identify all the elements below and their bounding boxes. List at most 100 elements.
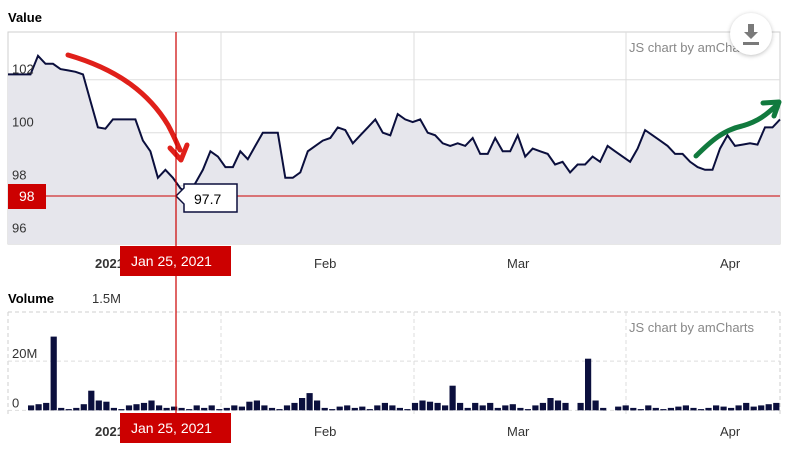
- volume-panel-title: Volume: [8, 291, 54, 306]
- volume-bar: [110, 407, 117, 411]
- volume-bar: [344, 405, 351, 411]
- download-icon: [743, 24, 759, 45]
- volume-bar: [517, 407, 524, 411]
- volume-bar: [283, 405, 291, 411]
- value-plot[interactable]: 96 98 100 102 JS chart by amCharts: [7, 31, 781, 245]
- volume-credit-label[interactable]: JS chart by amCharts: [629, 320, 754, 335]
- volume-bar: [336, 406, 343, 411]
- volume-bar: [547, 398, 554, 411]
- volume-bar: [411, 402, 419, 411]
- volume-bar: [238, 406, 245, 411]
- value-y-tick-label: 100: [12, 115, 34, 130]
- volume-bar: [743, 402, 750, 411]
- volume-bar: [148, 400, 155, 411]
- volume-bar: [178, 407, 185, 411]
- x-label-feb: Feb: [314, 256, 336, 271]
- volume-y-tick-label: 20M: [12, 346, 37, 361]
- volume-grid: [7, 311, 781, 414]
- value-y-tick-label: 98: [12, 168, 26, 183]
- volume-bar: [434, 402, 441, 411]
- volume-y-axis-ticks: 0 20M: [12, 346, 37, 410]
- volume-bar: [750, 406, 757, 411]
- volume-bar: [539, 402, 546, 411]
- volume-bar: [231, 405, 238, 411]
- volume-bar: [464, 407, 471, 411]
- volume-plot[interactable]: 0 20M JS chart by amCharts: [7, 311, 781, 414]
- volume-bar: [652, 407, 659, 411]
- volume-bar: [758, 405, 765, 411]
- volume-bar: [28, 405, 35, 411]
- volume-bar: [442, 405, 449, 411]
- cursor-y-label: 98: [19, 188, 35, 204]
- volume-bar: [208, 405, 215, 411]
- volume-bar: [216, 409, 223, 411]
- volume-bar: [35, 404, 42, 411]
- volume-bar: [186, 409, 193, 411]
- volume-bar: [735, 405, 742, 411]
- volume-bar: [509, 404, 516, 411]
- value-series-line: [8, 53, 781, 195]
- volume-bar: [133, 404, 140, 411]
- cursor-date-text-top: Jan 25, 2021: [131, 253, 212, 269]
- download-button[interactable]: [730, 13, 772, 55]
- green-up-arrow: [693, 99, 782, 159]
- tooltip-value: 97.7: [194, 191, 221, 207]
- volume-bar: [404, 409, 411, 411]
- volume-bar: [50, 336, 57, 411]
- volume-bar: [268, 407, 276, 411]
- volume-bar: [65, 409, 72, 411]
- volume-bar: [524, 409, 531, 411]
- volume-bar: [103, 401, 110, 411]
- volume-bar: [645, 405, 652, 411]
- x-label-apr: Apr: [720, 256, 741, 271]
- volume-bar: [765, 404, 772, 411]
- cursor-date-label-bottom: Jan 25, 2021: [120, 413, 231, 443]
- volume-bar: [419, 400, 426, 411]
- volume-bar: [95, 400, 102, 411]
- volume-bar: [43, 402, 50, 411]
- volume-bar: [667, 407, 674, 411]
- value-credit-label[interactable]: JS chart by amCharts: [629, 40, 754, 55]
- volume-x-axis-labels: 2021 Feb Mar Apr: [95, 424, 741, 439]
- value-y-tick-label: 96: [12, 221, 26, 236]
- volume-bar: [389, 405, 396, 411]
- volume-bar: [705, 407, 712, 411]
- cursor-y-label-box: [8, 184, 46, 209]
- value-x-axis-labels: 2021 Feb Mar Apr: [95, 256, 741, 271]
- volume-bar: [600, 407, 607, 411]
- volume-bar: [720, 406, 727, 411]
- volume-bar: [713, 405, 720, 411]
- volume-bar: [449, 385, 456, 411]
- volume-bar: [253, 400, 260, 411]
- volume-bar: [502, 405, 509, 411]
- volume-bar: [73, 407, 80, 411]
- volume-reading: 1.5M: [92, 291, 121, 306]
- x-label-feb-volume: Feb: [314, 424, 336, 439]
- volume-bar: [299, 398, 306, 411]
- value-tooltip: 97.7: [174, 183, 238, 213]
- volume-bar: [140, 402, 148, 411]
- volume-bar: [675, 406, 682, 411]
- volume-bar: [728, 407, 735, 411]
- volume-bar: [366, 409, 373, 411]
- value-y-tick-label: 102: [12, 62, 34, 77]
- x-label-mar: Mar: [507, 256, 530, 271]
- volume-bar: [125, 405, 133, 411]
- volume-bar: [585, 358, 592, 411]
- volume-bar: [118, 409, 125, 411]
- volume-bar: [261, 405, 268, 411]
- volume-bar: [592, 400, 599, 411]
- value-y-axis-ticks: 96 98 100 102: [12, 62, 34, 236]
- x-label-apr-volume: Apr: [720, 424, 741, 439]
- x-label-mar-volume: Mar: [507, 424, 530, 439]
- volume-bar: [163, 407, 170, 411]
- volume-bar: [223, 407, 230, 411]
- volume-bar: [276, 409, 283, 411]
- volume-bar: [359, 406, 366, 411]
- volume-bar: [532, 405, 539, 411]
- volume-bar: [457, 402, 464, 411]
- volume-bar: [201, 407, 208, 411]
- volume-plot-background: [8, 312, 780, 414]
- volume-bar: [329, 409, 336, 411]
